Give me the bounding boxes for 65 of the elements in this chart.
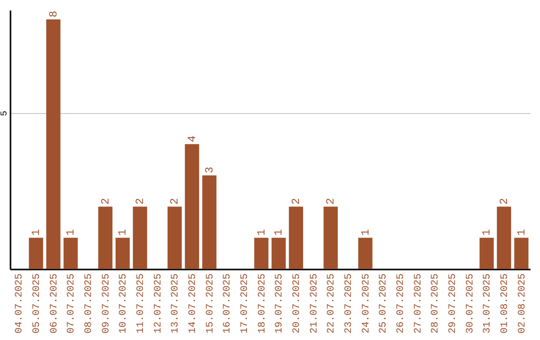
x-tick-label: 05.07.2025 <box>32 274 43 334</box>
bar <box>116 238 130 269</box>
data-label: 1 <box>360 228 372 236</box>
bar <box>254 238 268 269</box>
data-label: 2 <box>135 198 147 205</box>
x-tick-label: 04.07.2025 <box>14 274 26 334</box>
bar <box>480 238 494 269</box>
x-tick-label: 23.07.2025 <box>344 274 355 334</box>
x-tick-label: 27.07.2025 <box>413 274 424 334</box>
x-tick-label: 08.07.2025 <box>84 274 95 334</box>
x-tick-label: 10.07.2025 <box>118 274 130 334</box>
x-tick-label: 17.07.2025 <box>240 274 251 334</box>
bar <box>28 238 44 269</box>
data-label: 3 <box>204 166 216 174</box>
data-label: 2 <box>170 198 182 205</box>
data-label: 2 <box>326 198 338 205</box>
data-label: 1 <box>256 228 268 236</box>
bar <box>358 238 372 269</box>
x-tick-label: 24.07.2025 <box>361 274 372 334</box>
bar <box>202 175 216 269</box>
x-tick-label: 21.07.2025 <box>309 274 320 334</box>
data-label: 2 <box>100 198 112 205</box>
x-tick-label: 20.07.2025 <box>292 274 303 334</box>
data-label: 1 <box>482 228 494 236</box>
x-tick-label: 16.07.2025 <box>222 274 234 334</box>
y-tick-label: 5 <box>0 110 10 116</box>
bar <box>496 206 512 269</box>
x-tick-label: 22.07.2025 <box>326 274 338 334</box>
data-label: 2 <box>291 198 303 205</box>
x-tick-label: 01.08.2025 <box>500 274 511 334</box>
bar <box>168 206 182 269</box>
data-label: 8 <box>48 10 60 18</box>
x-tick-label: 14.07.2025 <box>188 274 199 334</box>
x-tick-label: 28.07.2025 <box>430 274 442 334</box>
bar <box>324 206 338 269</box>
bar <box>272 238 286 269</box>
data-label: 1 <box>66 228 78 236</box>
x-tick-label: 26.07.2025 <box>396 274 407 334</box>
x-tick-label: 02.08.2025 <box>517 274 528 334</box>
bar <box>46 19 60 269</box>
data-label: 1 <box>31 228 43 236</box>
x-tick-label: 31.07.2025 <box>482 274 494 334</box>
x-tick-label: 09.07.2025 <box>101 274 112 334</box>
data-label: 2 <box>499 198 511 205</box>
x-tick-label: 18.07.2025 <box>257 274 268 334</box>
data-label: 1 <box>118 228 130 236</box>
data-label: 1 <box>274 228 286 236</box>
x-tick-label: 12.07.2025 <box>153 274 164 334</box>
bar <box>184 144 200 269</box>
x-tick-label: 19.07.2025 <box>274 274 286 334</box>
x-tick-label: 29.07.2025 <box>448 274 459 334</box>
data-label: 1 <box>516 228 528 236</box>
bar <box>288 206 304 269</box>
x-tick-label: 13.07.2025 <box>170 274 182 334</box>
x-tick-label: 07.07.2025 <box>66 274 78 334</box>
bar <box>132 206 148 269</box>
x-tick-label: 15.07.2025 <box>205 274 216 334</box>
bar <box>98 206 112 269</box>
bar <box>514 238 528 269</box>
x-tick-label: 11.07.2025 <box>136 274 147 334</box>
x-tick-label: 30.07.2025 <box>465 274 476 334</box>
data-label: 4 <box>187 135 199 142</box>
x-tick-label: 06.07.2025 <box>49 274 60 334</box>
bar <box>64 238 78 269</box>
x-tick-label: 25.07.2025 <box>378 274 390 334</box>
